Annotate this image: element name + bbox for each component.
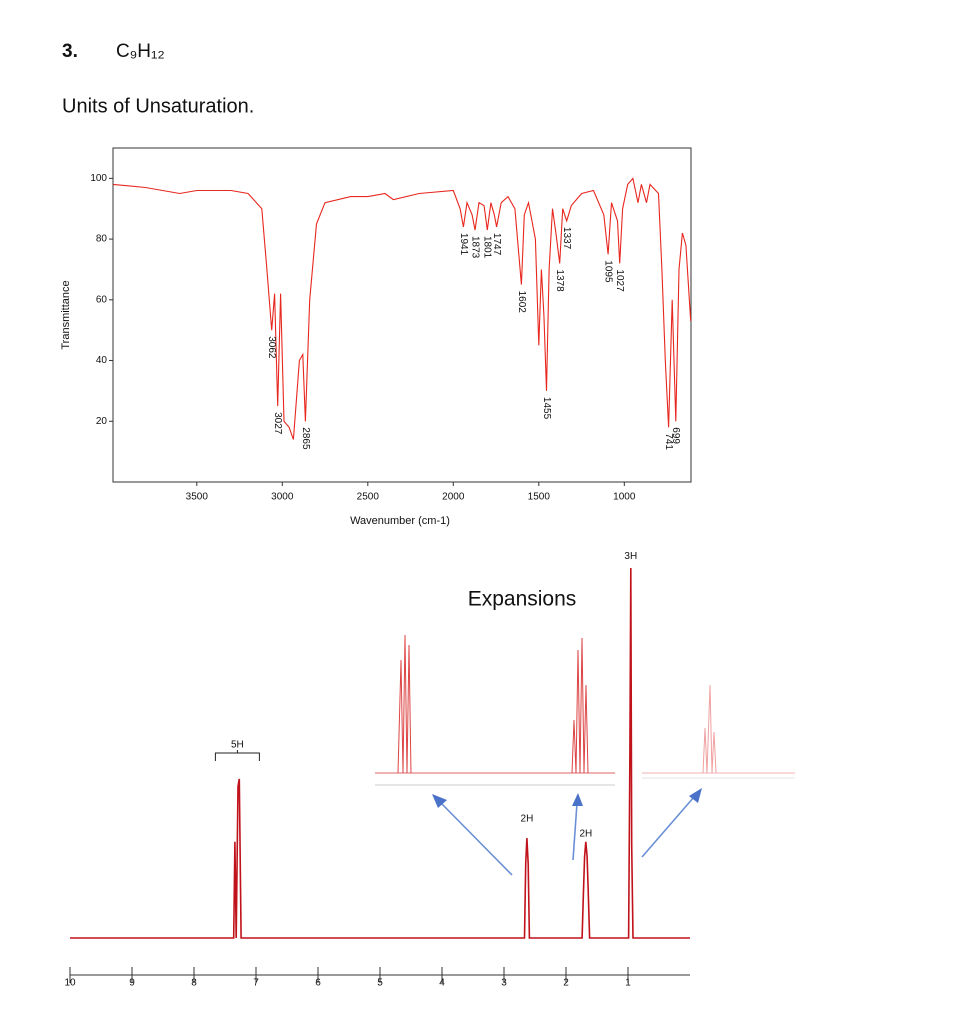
peak-label: 1378 [554, 269, 565, 292]
peak-label: 1873 [469, 236, 480, 259]
x-tick-label: 1000 [613, 492, 636, 503]
y-tick-label: 80 [96, 234, 108, 245]
x-tick-label: 1500 [528, 492, 551, 503]
y-tick-label: 40 [96, 355, 108, 366]
peak-label: 2865 [300, 427, 311, 450]
spectrum-line [112, 177, 692, 440]
y-tick-label: 100 [90, 173, 107, 184]
peak-label: 1337 [561, 227, 572, 250]
x-tick-label: 3500 [186, 492, 209, 503]
integration-label: 2H [579, 828, 592, 839]
x-tick-label: 10 [64, 978, 76, 989]
peak-label: 1095 [602, 260, 613, 283]
peak-label: 699 [670, 427, 681, 444]
peak-label: 1801 [482, 236, 493, 259]
x-tick-label: 6 [315, 978, 321, 989]
x-tick-label: 5 [377, 978, 383, 989]
spectrum-line [70, 567, 690, 939]
integration-bracket [214, 750, 260, 761]
integration-label: 3H [624, 551, 637, 562]
problem-number: 3. [62, 41, 78, 62]
peak-label: 1027 [614, 269, 625, 292]
expansion-insets [375, 634, 795, 786]
x-tick-label: 8 [191, 978, 197, 989]
x-axis-label: Wavenumber (cm-1) [350, 515, 450, 527]
y-tick-label: 60 [96, 294, 108, 305]
x-tick-label: 4 [439, 978, 445, 989]
prompt: Units of Unsaturation. [62, 95, 254, 117]
peak-label: 1747 [491, 233, 502, 256]
x-tick-label: 9 [129, 978, 135, 989]
peak-label: 741 [663, 433, 674, 450]
y-tick-label: 20 [96, 416, 108, 427]
x-tick-label: 1 [625, 978, 631, 989]
peak-label: 3062 [266, 336, 277, 359]
integration-label: 2H [521, 814, 534, 825]
x-tick-label: 3000 [271, 492, 294, 503]
peak-label: 1602 [516, 291, 527, 314]
x-tick-label: 2 [563, 978, 569, 989]
peak-label: 1941 [458, 233, 469, 256]
x-tick-label: 3 [501, 978, 507, 989]
ir-frame [112, 147, 692, 483]
arrows [432, 788, 702, 876]
x-tick-label: 2000 [442, 492, 465, 503]
x-tick-label: 7 [253, 978, 259, 989]
y-axis-label: Transmittance [60, 280, 72, 349]
formula: C₉H₁₂ [116, 41, 165, 62]
peak-label: 3027 [272, 412, 283, 435]
peak-label: 1455 [541, 397, 552, 420]
expansions-title: Expansions [468, 588, 577, 611]
x-tick-label: 2500 [357, 492, 380, 503]
integration-label: 5H [231, 740, 244, 751]
